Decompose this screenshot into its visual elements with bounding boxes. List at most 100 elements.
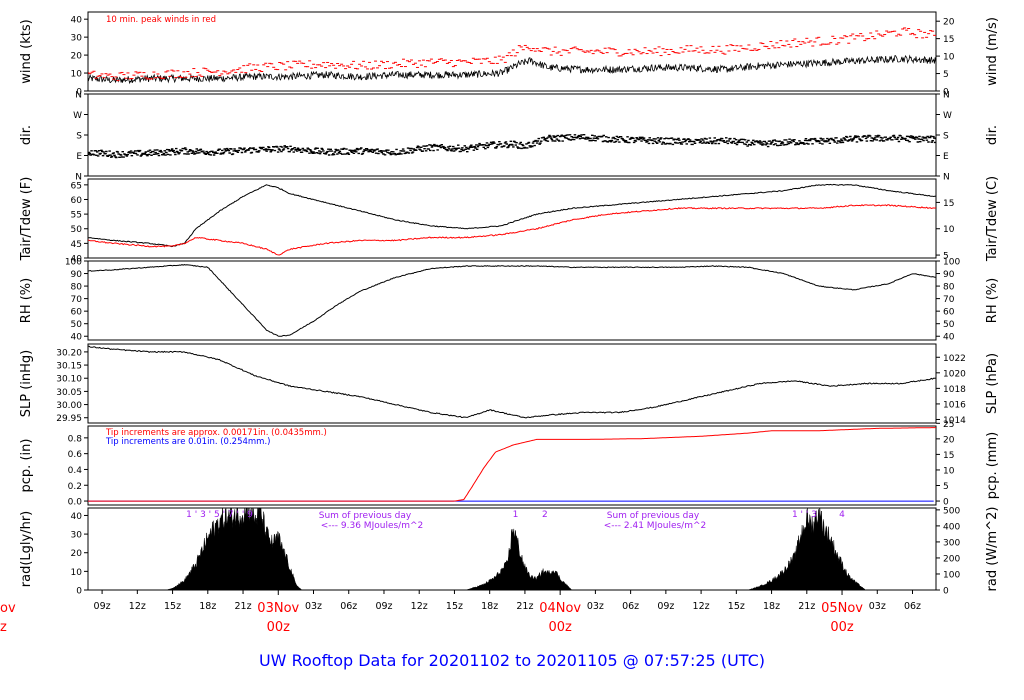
dir-right-tick-label: N [943,173,950,183]
panel-frame [87,425,937,506]
temp-right-tick-label: 10 [943,225,955,235]
rh-left-tick-label: 100 [65,258,82,268]
pcp-left-tick-label: 0.0 [68,498,83,508]
dewpoint-series [88,204,936,256]
x-tick-label: 18z [763,601,780,612]
temp-right-tick-label: 15 [943,199,954,209]
pcp-right-tick-label: 10 [943,466,955,476]
x-tick-label: 03z [587,601,604,612]
wind-plot-area [88,27,936,85]
wind-right-tick-label: 10 [943,53,955,63]
rh-right-tick-label: 40 [943,333,955,343]
pcp-right-tick-label: 25 [943,420,954,430]
panel-frame [87,343,937,424]
rad-left-axis-label: rad(Lgly/hr) [19,511,34,587]
air-temperature-series [88,183,936,248]
precip-note-red: Tip increments are approx. 0.00171in. (0… [105,428,327,438]
x-tick-label: 03z [869,601,886,612]
dir-left-tick-label: W [73,111,82,121]
temp-left-tick-label: 55 [71,211,82,221]
panel-frame [87,11,937,92]
x-tick-label: 09z [94,601,111,612]
radiation-sum-day1: <--- 9.36 MJoules/m^2 [321,521,423,531]
wind-left-tick-label: 40 [71,16,83,26]
temp-left-tick-label: 40 [71,255,83,265]
dir-right-tick-label: E [943,152,949,162]
x-tick-label: 06z [622,601,639,612]
precip-red-series [88,427,936,502]
rh-right-tick-label: 90 [943,270,955,280]
wind-right-tick-label: 0 [943,88,949,98]
x-day-label: 04Nov [539,601,581,616]
temp-left-axis-label: Tair/Tdew (F) [19,177,34,262]
rad-right-axis-label: rad (W/m^2) [985,507,1000,592]
x-tick-label: 15z [728,601,745,612]
rad-left-tick-label: 10 [71,568,83,578]
panel-rad [84,507,940,591]
rh-left-tick-label: 50 [71,320,83,330]
rh-left-tick-label: 70 [71,295,83,305]
panel-dir [84,93,940,177]
slp-left-axis-label: SLP (inHg) [19,350,34,418]
slp-right-tick-label: 1018 [943,385,966,395]
rad-right-tick-label: 100 [943,570,960,580]
x-day-label: 05Nov [821,601,863,616]
pcp-left-tick-label: 0.6 [68,450,83,460]
dir-right-tick-label: W [943,111,952,121]
wind-left-axis-label: wind (kts) [19,19,34,83]
wind-right-tick-label: 20 [943,18,955,28]
wind-left-tick-label: 30 [71,34,83,44]
dir-right-tick-label: N [943,91,950,101]
rad-right-tick-label: 400 [943,522,960,532]
panel-temp [84,178,940,259]
x-day-label-fragment: ov [0,601,16,616]
x-tick-label: 06z [340,601,357,612]
x-tick-label: 18z [199,601,216,612]
slp-plot-area [88,345,936,419]
radiation-hour-marker: 1 ' ' 3 [792,510,817,520]
wind-right-tick-label: 15 [943,35,954,45]
slp-left-tick-label: 30.05 [56,388,82,398]
dir-left-axis-label: dir. [19,125,34,145]
dir-right-axis-label: dir. [985,125,1000,145]
wind-annotation: 10 min. peak winds in red [106,15,216,25]
wind-direction-series [88,134,936,159]
panel-frame [87,178,937,259]
panel-rh [84,260,940,341]
x-day-time-label: 00z [267,620,291,635]
temp-right-axis-label: Tair/Tdew (C) [985,176,1000,262]
x-tick-label: 03z [305,601,322,612]
x-tick-label: 21z [234,601,251,612]
temp-plot-area [88,183,936,256]
pcp-left-tick-label: 0.2 [68,482,82,492]
wind-left-tick-label: 0 [76,88,82,98]
rh-right-tick-label: 80 [943,283,955,293]
x-tick-label: 18z [481,601,498,612]
radiation-sum-label: Sum of previous day [319,511,412,521]
radiation-hour-marker: 1 ' 3 ' 5 ' 7 ' ' 9 [186,510,253,520]
x-day-time-fragment: z [0,620,7,635]
rh-right-tick-label: 70 [943,295,955,305]
rad-right-tick-label: 200 [943,554,960,564]
slp-left-tick-label: 30.00 [56,401,82,411]
slp-left-tick-label: 30.15 [56,362,82,372]
x-day-time-label: 00z [830,620,854,635]
radiation-sum-day2: <--- 2.41 MJoules/m^2 [604,521,706,531]
dir-left-tick-label: N [75,91,82,101]
slp-left-tick-label: 29.95 [56,414,82,424]
pcp-right-tick-label: 0 [943,498,949,508]
precip-note-blue: Tip increments are 0.01in. (0.254mm.) [105,437,270,447]
pcp-right-axis-label: pcp. (mm) [985,432,1000,499]
panel-slp [84,343,940,424]
dir-plot-area [88,134,936,159]
rh-left-tick-label: 80 [71,283,83,293]
temp-left-tick-label: 50 [71,225,83,235]
rh-plot-area [88,264,936,337]
solar-radiation-area [88,508,936,590]
wind-left-tick-label: 20 [71,52,83,62]
rad-right-tick-label: 300 [943,538,960,548]
slp-left-tick-label: 30.20 [56,348,82,358]
radiation-hour-marker: 4 [839,510,845,520]
pcp-left-tick-label: 0.4 [68,466,83,476]
